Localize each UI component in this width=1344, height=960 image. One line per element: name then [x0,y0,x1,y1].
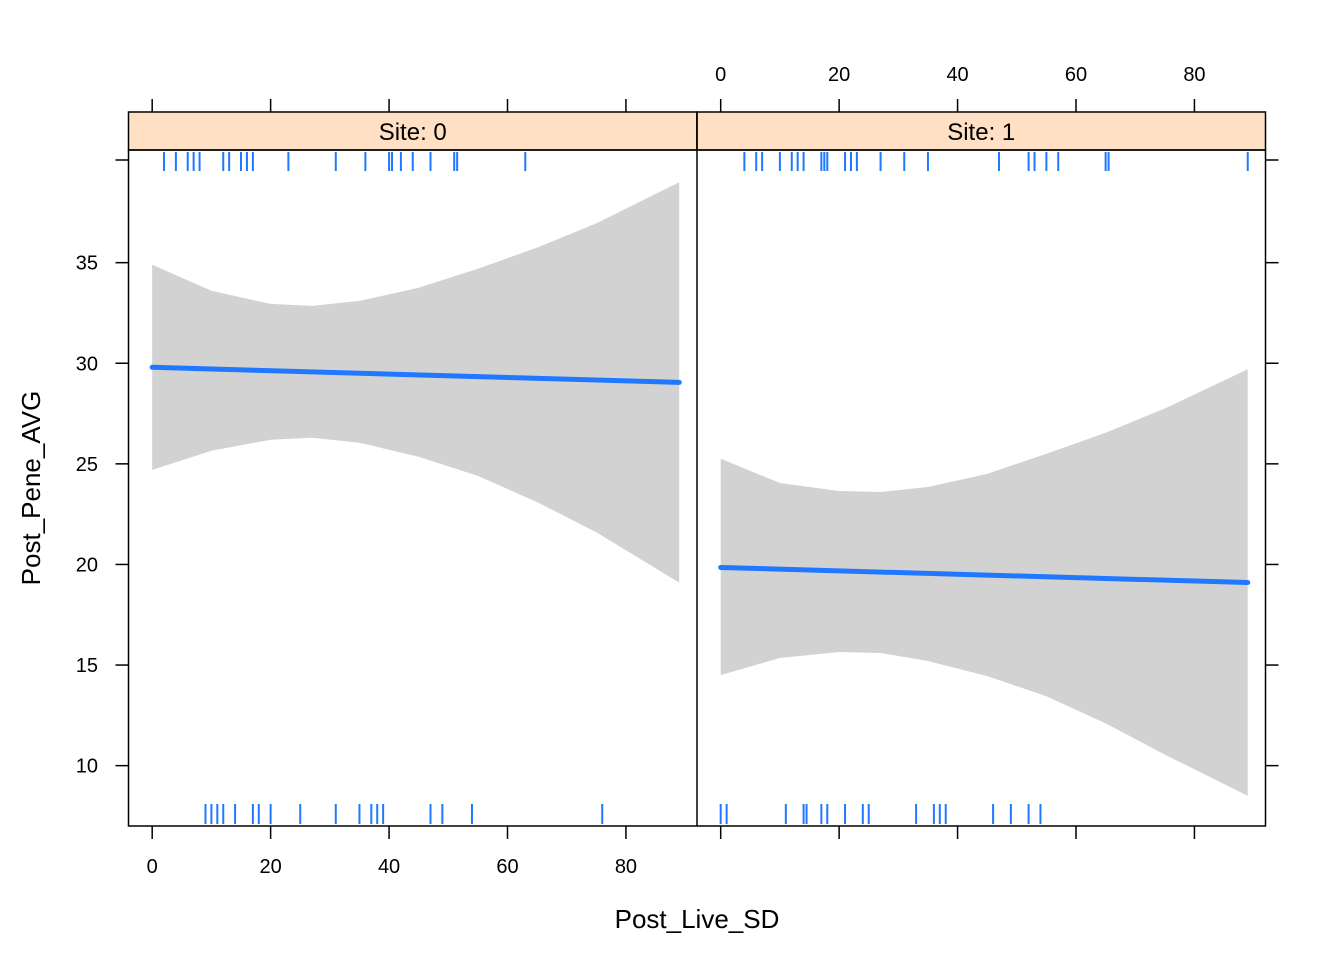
strip-background [696,111,1267,151]
y-axis-left: 10 15 20 25 30 35 [76,159,129,778]
panel-site-1: Site: 1 [696,111,1267,824]
x-axis-top: 0 20 40 60 80 [151,64,1206,112]
rug-bottom [719,804,1042,824]
x-tick-label: 20 [828,64,850,86]
y-tick-label: 25 [76,454,98,476]
x-axis-bottom: 0 20 40 60 80 [147,826,1196,878]
strip-label: Site: 0 [379,119,447,146]
rug-top [743,152,1249,171]
x-tick-label: 40 [946,64,968,86]
x-tick-label: 60 [496,856,518,878]
x-axis-title: Post_Live_SD [615,904,780,934]
strip-background [127,111,698,151]
y-tick-label: 10 [76,756,98,778]
y-tick-label: 30 [76,353,98,375]
x-tick-label: 80 [1183,64,1205,86]
y-tick-label: 20 [76,554,98,576]
fit-line [149,364,682,385]
panel-site-0: Site: 0 [127,111,698,824]
fit-line [718,564,1251,586]
x-tick-label: 80 [615,856,637,878]
rug-bottom [204,804,604,824]
confidence-band [152,182,680,583]
x-tick-label: 0 [715,64,726,86]
rug-top [163,152,527,171]
x-tick-label: 20 [260,856,282,878]
y-axis-right [1265,159,1279,767]
y-tick-label: 15 [76,655,98,677]
y-tick-label: 35 [76,253,98,275]
strip-label: Site: 1 [947,119,1015,146]
x-tick-label: 40 [378,856,400,878]
x-tick-label: 60 [1065,64,1087,86]
x-tick-label: 0 [147,856,158,878]
y-axis-title: Post_Pene_AVG [16,391,46,586]
panel-frames [127,112,1267,827]
confidence-band [720,369,1248,796]
